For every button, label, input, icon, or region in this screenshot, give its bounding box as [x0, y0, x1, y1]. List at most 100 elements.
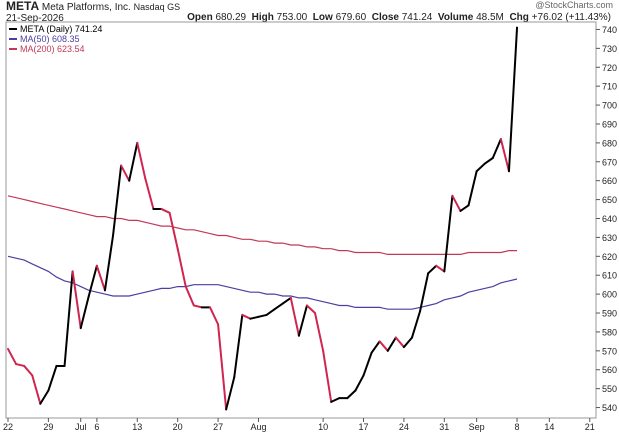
watermark: @StockCharts.com: [535, 0, 613, 10]
y-tick-label: 590: [602, 309, 617, 319]
y-tick-label: 650: [602, 195, 617, 205]
price-segment: [265, 308, 276, 316]
y-tick-label: 640: [602, 214, 617, 224]
price-segment: [491, 138, 502, 160]
open-value: 680.29: [215, 12, 247, 23]
price-segment: [23, 364, 34, 377]
y-tick-label: 670: [602, 157, 617, 167]
change-label: Chg: [509, 12, 529, 23]
price-segment: [297, 304, 308, 337]
price-segment: [273, 302, 284, 311]
price-segment: [71, 270, 82, 330]
price-segment: [419, 272, 430, 313]
x-tick-label: 13: [132, 422, 142, 432]
y-tick-label: 580: [602, 327, 617, 337]
y-tick-label: 570: [602, 346, 617, 356]
change-value: +76.02 (+11.43%): [531, 12, 611, 23]
y-tick-label: 600: [602, 290, 617, 300]
price-segment: [120, 164, 131, 182]
price-segment: [346, 389, 357, 400]
price-segment: [475, 162, 486, 173]
y-tick-label: 560: [602, 365, 617, 375]
price-segment: [241, 313, 252, 320]
price-segment: [249, 315, 260, 320]
y-tick-label: 620: [602, 252, 617, 262]
price-segment: [305, 304, 317, 315]
price-segment: [39, 389, 50, 405]
close-value: 741.24: [401, 12, 433, 23]
y-tick-label: 660: [602, 176, 617, 186]
price-segment: [257, 313, 268, 318]
price-segment: [144, 177, 155, 211]
legend-label: MA(200) 623.54: [20, 44, 85, 54]
price-segment: [7, 347, 18, 366]
ma50-line: [7, 255, 518, 310]
price-segment: [459, 204, 470, 212]
high-value: 753.00: [276, 12, 308, 23]
price-segment: [411, 310, 422, 339]
y-tick-label: 550: [602, 384, 617, 394]
price-segment: [386, 336, 397, 352]
price-segment: [330, 397, 341, 403]
price-segment: [402, 336, 413, 349]
y-tick-label: 610: [602, 271, 617, 281]
y-tick-label: 680: [602, 138, 617, 148]
price-segment: [225, 376, 236, 411]
price-segment: [427, 264, 438, 275]
y-tick-label: 540: [602, 403, 617, 413]
x-tick-label: 10: [318, 422, 328, 432]
price-segment: [435, 264, 446, 273]
y-tick-label: 740: [602, 25, 617, 35]
price-segment: [322, 349, 333, 403]
price-segment: [79, 295, 90, 330]
low-value: 679.60: [335, 12, 367, 23]
price-segment: [443, 194, 454, 273]
x-tick-label: 8: [515, 422, 520, 432]
low-label: Low: [312, 12, 333, 23]
x-tick-label: Sep: [469, 422, 485, 432]
price-segment: [378, 340, 389, 352]
price-segment: [160, 208, 171, 214]
open-label: Open: [187, 12, 213, 23]
price-segment: [95, 264, 106, 292]
y-tick-label: 700: [602, 101, 617, 111]
high-label: High: [251, 12, 274, 23]
volume-value: 48.5M: [476, 12, 504, 23]
price-segment: [289, 296, 300, 337]
chart-date: 21-Sep-2026: [6, 13, 64, 24]
y-tick-label: 690: [602, 119, 617, 129]
chart-header-left: META Meta Platforms, Inc. Nasdaq GS: [6, 0, 181, 13]
price-segment: [128, 141, 139, 182]
plot-frame: [5, 21, 597, 419]
company-name: Meta Platforms, Inc.: [41, 2, 131, 13]
y-tick-label: 630: [602, 233, 617, 243]
price-segment: [176, 247, 187, 288]
price-segment: [31, 374, 42, 405]
x-tick-label: 6: [94, 422, 99, 432]
legend-label: META (Daily) 741.24: [20, 24, 102, 34]
price-segment: [314, 312, 325, 352]
price-segment: [112, 164, 123, 237]
x-tick-label: 31: [439, 422, 449, 432]
price-segment: [15, 363, 26, 367]
price-segment: [217, 323, 228, 411]
price-segment: [370, 340, 381, 354]
price-segment: [354, 374, 365, 392]
exchange-name: Nasdaq GS: [133, 2, 181, 12]
x-tick-label: 14: [544, 422, 554, 432]
price-segment: [499, 138, 510, 173]
price-segment: [483, 157, 494, 165]
price-segment: [87, 264, 98, 298]
legend-label: MA(50) 608.35: [20, 34, 80, 44]
ohlc-bar: Open 680.29 High 753.00 Low 679.60 Close…: [187, 12, 611, 23]
price-segment: [63, 270, 74, 367]
price-segment: [362, 351, 373, 377]
x-tick-label: Jul: [75, 422, 87, 432]
x-tick-label: 21: [585, 422, 595, 432]
price-segment: [47, 364, 58, 392]
ma200-line: [7, 195, 517, 255]
price-segment: [507, 26, 519, 173]
x-tick-label: 17: [359, 422, 369, 432]
x-tick-label: Aug: [250, 422, 266, 432]
